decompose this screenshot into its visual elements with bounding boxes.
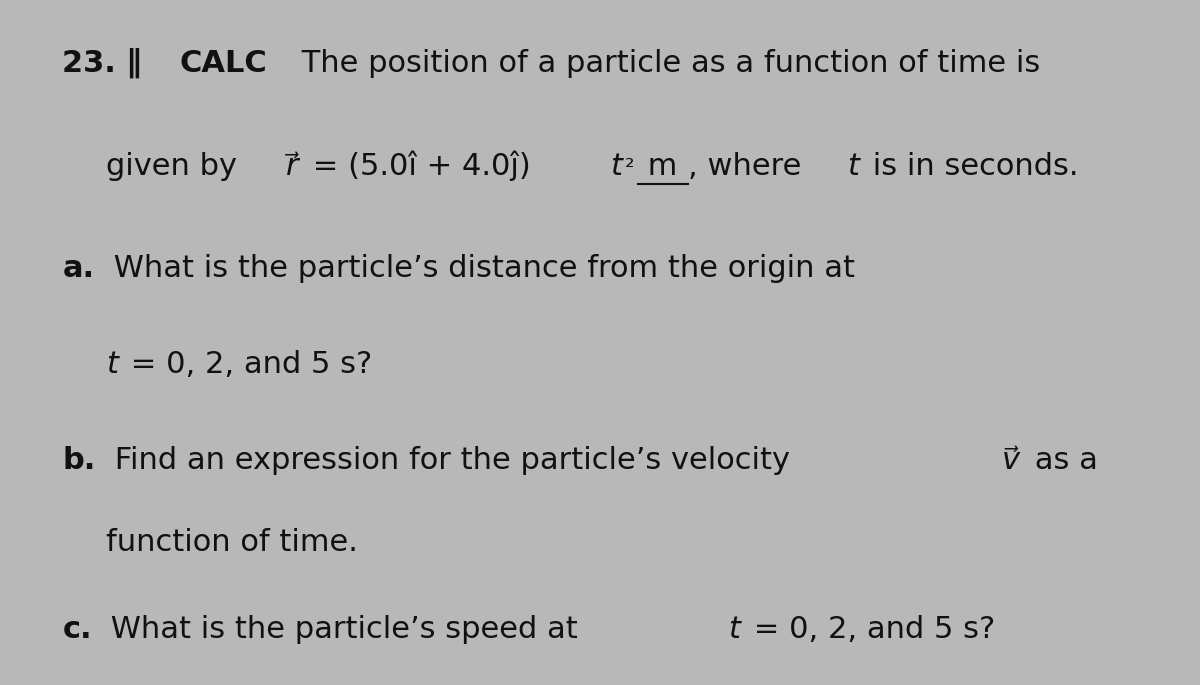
- Text: t: t: [728, 615, 740, 645]
- Text: r⃗: r⃗: [287, 151, 300, 181]
- Text: given by: given by: [106, 151, 246, 181]
- Text: Find an expression for the particle’s velocity: Find an expression for the particle’s ve…: [106, 446, 800, 475]
- Text: as a: as a: [1025, 446, 1098, 475]
- Text: = 0, 2, and 5 s?: = 0, 2, and 5 s?: [744, 615, 995, 645]
- Text: c.: c.: [62, 615, 92, 645]
- Text: 23. ∥: 23. ∥: [62, 48, 152, 78]
- Text: CALC: CALC: [179, 49, 266, 78]
- Text: What is the particle’s distance from the origin at: What is the particle’s distance from the…: [104, 254, 854, 284]
- Text: t: t: [106, 350, 118, 379]
- Text: is in seconds.: is in seconds.: [863, 151, 1078, 181]
- Text: function of time.: function of time.: [106, 528, 358, 558]
- Text: = 0, 2, and 5 s?: = 0, 2, and 5 s?: [121, 350, 372, 379]
- Text: The position of a particle as a function of time is: The position of a particle as a function…: [293, 49, 1040, 78]
- Text: a.: a.: [62, 254, 95, 284]
- Text: t: t: [610, 151, 622, 181]
- Text: t: t: [847, 151, 859, 181]
- Text: m: m: [637, 151, 677, 181]
- Text: b.: b.: [62, 446, 96, 475]
- Text: = (5.0î + 4.0ĵ): = (5.0î + 4.0ĵ): [304, 150, 541, 181]
- Text: What is the particle’s speed at: What is the particle’s speed at: [101, 615, 587, 645]
- Text: ²: ²: [625, 155, 635, 179]
- Text: v⃗: v⃗: [1002, 446, 1020, 475]
- Text: , where: , where: [689, 151, 811, 181]
